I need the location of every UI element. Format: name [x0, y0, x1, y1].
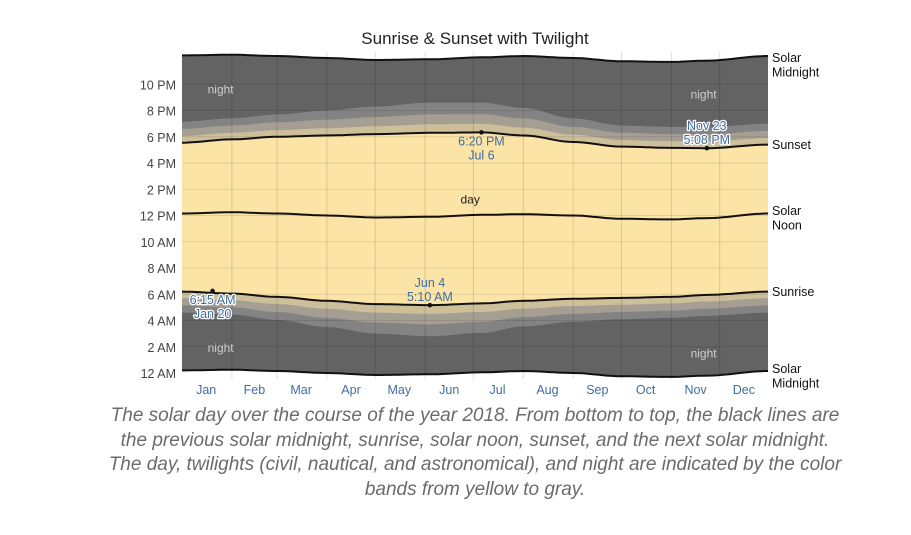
y-tick-label: 2 PM	[147, 183, 176, 197]
x-tick-label: Feb	[244, 383, 266, 397]
annotation-label: 6:20 PM Jul 6	[458, 134, 505, 162]
x-tick-label: Jul	[490, 383, 506, 397]
solar-noon-line	[182, 211, 768, 221]
y-tick-label: 6 PM	[147, 131, 176, 145]
annotation-label: 6:15 AM Jan 20	[190, 293, 236, 321]
y-tick-label: 10 AM	[141, 236, 176, 250]
y-tick-label: 12 AM	[141, 367, 176, 381]
x-tick-label: Aug	[536, 383, 558, 397]
solar-midnight-label: Solar Midnight	[772, 362, 820, 391]
solar-midnight-label: Solar Midnight	[772, 51, 820, 80]
sunset-label: Sunset	[772, 138, 811, 152]
night-label: night	[691, 88, 718, 102]
annotations: 6:15 AM Jan 20 Jun 4 5:10 AM 6:20 PM Jul 6 Nov…	[188, 118, 731, 322]
x-tick-label: Jun	[439, 383, 459, 397]
y-tick-label: 4 PM	[147, 157, 176, 171]
chart-title: Sunrise & Sunset with Twilight	[361, 29, 589, 48]
night-label: night	[208, 341, 235, 355]
night-label: night	[691, 346, 718, 360]
y-tick-label: 12 PM	[140, 210, 176, 224]
sunset-line	[181, 131, 768, 150]
x-tick-label: May	[388, 383, 412, 397]
day-band	[182, 132, 768, 306]
x-axis-tick-labels: Jan Feb Mar Apr May Jun Jul Aug Sep Oct Nov Dec	[196, 383, 755, 397]
x-tick-label: Apr	[341, 383, 360, 397]
x-tick-label: Dec	[733, 383, 755, 397]
annotation-marker	[704, 145, 710, 151]
x-tick-label: Sep	[586, 383, 608, 397]
day-label: day	[460, 193, 479, 207]
x-tick-label: Jan	[196, 383, 216, 397]
line-labels: Solar Midnight Sunset Solar Noon Sunrise Solar…	[772, 51, 820, 391]
y-tick-label: 8 PM	[147, 105, 176, 119]
plot-area: day night night night night	[181, 52, 768, 379]
previous-solar-midnight-line	[182, 368, 768, 378]
y-tick-label: 4 AM	[148, 315, 177, 329]
chart-caption: The solar day over the course of the yea…	[108, 405, 842, 500]
night-label: night	[208, 82, 235, 96]
solar-noon-label: Solar Noon	[772, 204, 802, 233]
y-tick-label: 8 AM	[148, 262, 177, 276]
sunrise-line	[181, 290, 768, 307]
annotation-label: Nov 23 5:08 PM	[684, 119, 731, 147]
annotation-marker	[427, 302, 433, 308]
y-tick-label: 6 AM	[148, 288, 177, 302]
x-tick-label: Oct	[636, 383, 656, 397]
sunrise-sunset-chart: Sunrise & Sunset with Twilight day night n…	[140, 29, 820, 397]
x-tick-label: Mar	[290, 383, 312, 397]
next-solar-midnight-line	[182, 53, 768, 63]
annotation-marker	[210, 288, 215, 294]
y-axis-tick-labels: 12 AM 2 AM 4 AM 6 AM 8 AM 10 AM 12 PM 2 PM 4 PM 6…	[140, 78, 176, 381]
y-tick-label: 2 AM	[148, 341, 177, 355]
annotation-marker	[479, 130, 484, 135]
x-tick-label: Nov	[684, 383, 707, 397]
sunrise-label: Sunrise	[772, 285, 814, 299]
annotation-label: Jun 4 5:10 AM	[407, 276, 453, 304]
y-tick-label: 10 PM	[140, 78, 176, 92]
